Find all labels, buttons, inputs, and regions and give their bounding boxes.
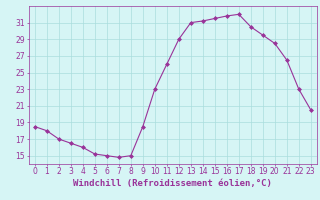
X-axis label: Windchill (Refroidissement éolien,°C): Windchill (Refroidissement éolien,°C)	[73, 179, 272, 188]
